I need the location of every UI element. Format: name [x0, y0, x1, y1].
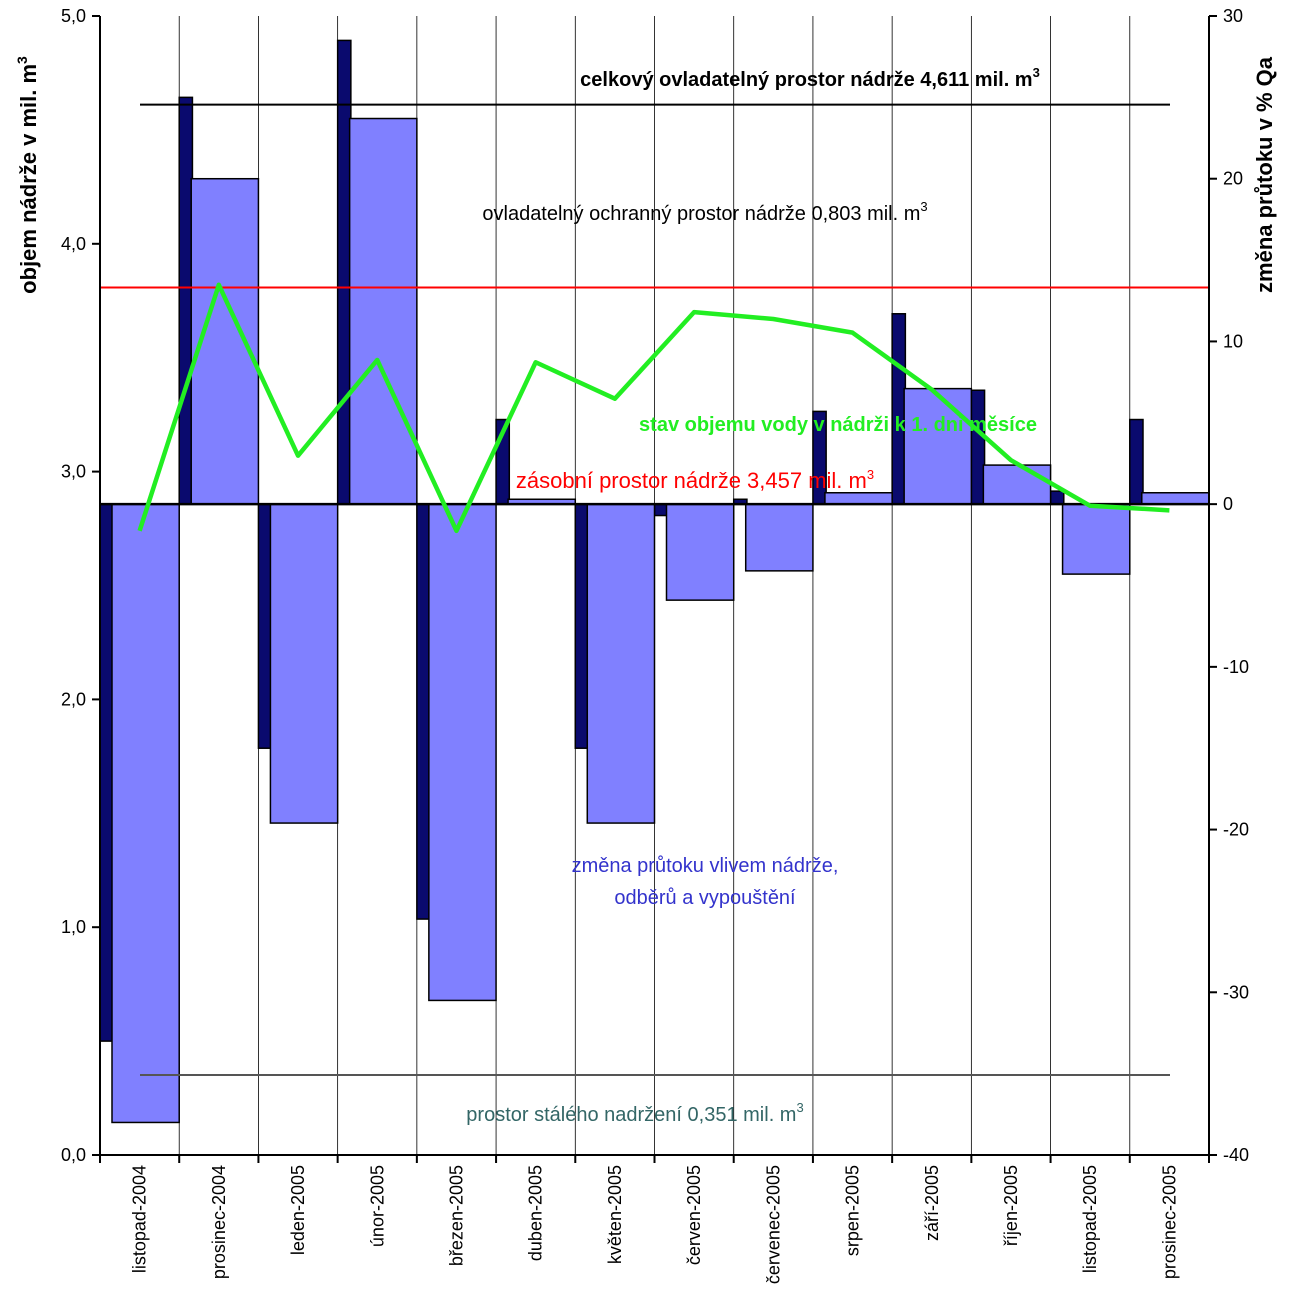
bar-light-4: [428, 503, 497, 1002]
left-tick-label-4: 4,0: [61, 234, 86, 254]
reference-label-text-2: zásobní prostor nádrže 3,457 mil. m: [516, 468, 867, 493]
bar-dark-3: [336, 39, 352, 505]
bar-light-11: [982, 464, 1052, 505]
right-tick-label-5: 10: [1223, 331, 1243, 351]
right-tick-label-2: -20: [1223, 820, 1249, 840]
bar-dark-10: [891, 313, 907, 505]
bar-dark-0: [99, 503, 114, 1042]
reference-label-sup-3: 3: [796, 1100, 803, 1115]
bar-light-9: [824, 492, 893, 505]
category-label-5: duben-2005: [526, 1165, 546, 1261]
bar-dark-12: [1049, 490, 1065, 505]
bar-dark-4: [416, 503, 431, 920]
bar-light-8: [744, 503, 814, 572]
right-tick-label-0: -40: [1223, 1145, 1249, 1165]
reference-label-3: prostor stálého nadržení 0,351 mil. m3: [466, 1100, 803, 1126]
category-label-4: březen-2005: [446, 1165, 466, 1266]
reference-label-sup-0: 3: [1033, 65, 1040, 80]
bar-dark-13: [1129, 418, 1144, 505]
bar-light-12: [1061, 503, 1131, 575]
reference-label-text-0: celkový ovladatelný prostor nádrže 4,611…: [580, 69, 1032, 91]
category-label-3: únor-2005: [367, 1165, 387, 1247]
category-label-10: září-2005: [922, 1165, 942, 1241]
bar-light-3: [348, 117, 418, 505]
reference-label-sup-1: 3: [920, 199, 927, 214]
category-label-0: listopad-2004: [130, 1165, 150, 1273]
reference-label-text-1: ovladatelný ochranný prostor nádrže 0,80…: [482, 203, 920, 225]
left-tick-label-0: 0,0: [61, 1145, 86, 1165]
reference-label-text-3: prostor stálého nadržení 0,351 mil. m: [466, 1104, 796, 1126]
bar-light-6: [586, 503, 656, 824]
left-tick-label-3: 3,0: [61, 462, 86, 482]
left-axis-title: objem nádrže v mil. m3: [14, 56, 41, 294]
category-label-11: říjen-2005: [1001, 1165, 1021, 1246]
flow-annotation-line-1: změna průtoku vlivem nádrže,: [572, 855, 839, 877]
left-axis-title-sup: 3: [14, 56, 30, 64]
line-series-label: stav objemu vody v nádrži k 1. dni měsíc…: [639, 414, 1037, 436]
reference-label-0: celkový ovladatelný prostor nádrže 4,611…: [580, 65, 1040, 91]
bar-dark-11: [970, 389, 986, 505]
category-label-7: červen-2005: [684, 1165, 704, 1265]
flow-annotation-line-2: odběrů a vypouštění: [614, 887, 796, 909]
category-label-9: srpen-2005: [843, 1165, 863, 1256]
right-tick-label-7: 30: [1223, 6, 1243, 26]
reference-line-labels: celkový ovladatelný prostor nádrže 4,611…: [466, 65, 1040, 1126]
category-label-1: prosinec-2004: [209, 1165, 229, 1279]
reference-label-1: ovladatelný ochranný prostor nádrže 0,80…: [482, 199, 927, 225]
bar-dark-2: [257, 503, 273, 749]
bar-light-10: [903, 387, 973, 505]
category-label-8: červenec-2005: [763, 1165, 783, 1284]
left-tick-label-1: 1,0: [61, 917, 86, 937]
right-tick-label-1: -30: [1223, 982, 1249, 1002]
bar-light-0: [111, 503, 180, 1124]
bar-light-13: [1141, 492, 1210, 505]
reference-label-sup-2: 3: [867, 467, 874, 482]
bar-light-7: [665, 503, 735, 601]
right-axis-ticks: -40 -30 -20 -10 0 10 20 30: [1209, 6, 1249, 1165]
bar-dark-6: [574, 503, 590, 749]
left-axis-title-text: objem nádrže v mil. m: [16, 64, 41, 294]
left-tick-label-2: 2,0: [61, 689, 86, 709]
line-series-volume: [137, 282, 1170, 534]
category-label-6: květen-2005: [605, 1165, 625, 1264]
bar-light-2: [269, 503, 339, 824]
volume-line: [137, 282, 1170, 534]
category-label-13: prosinec-2005: [1159, 1165, 1179, 1279]
category-labels: listopad-2004 prosinec-2004 leden-2005 únor…: [130, 1165, 1180, 1284]
bar-dark-7: [653, 503, 669, 517]
bar-dark-1: [178, 96, 194, 505]
left-axis-ticks: 0,0 1,0 2,0 3,0 4,0 5,0: [61, 6, 100, 1165]
right-tick-label-3: -10: [1223, 657, 1249, 677]
left-tick-label-5: 5,0: [61, 6, 86, 26]
reference-label-2: zásobní prostor nádrže 3,457 mil. m3: [516, 467, 874, 493]
right-axis-title: změna průtoku v % Qa: [1252, 56, 1277, 293]
category-label-12: listopad-2005: [1080, 1165, 1100, 1273]
axes: [99, 16, 1210, 1163]
reference-lines: [100, 103, 1209, 1077]
right-tick-label-6: 20: [1223, 169, 1243, 189]
category-label-2: leden-2005: [288, 1165, 308, 1255]
right-tick-label-4: 0: [1223, 494, 1233, 514]
